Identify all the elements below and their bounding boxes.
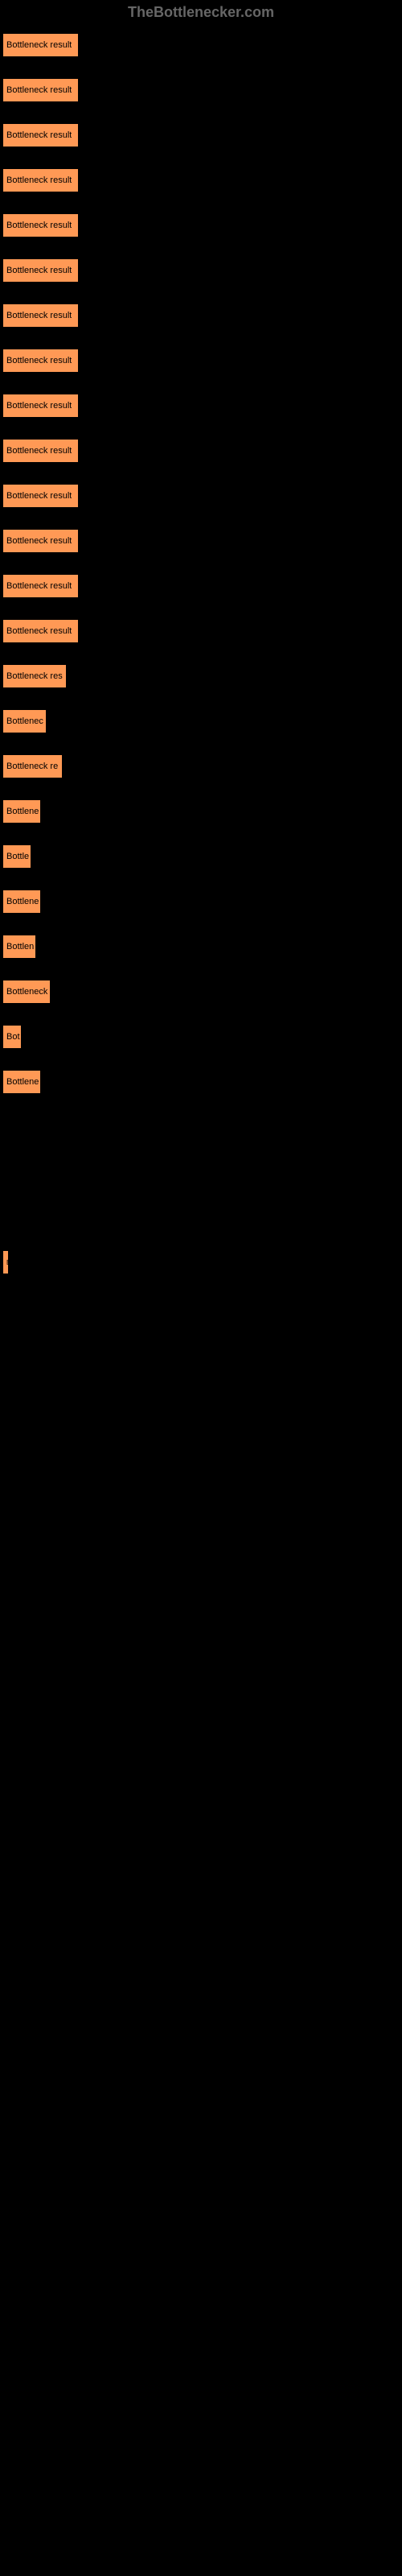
bar-row: Bottleneck result: [0, 258, 402, 283]
bar-label: Bottleneck result: [6, 356, 72, 365]
bar: B: [2, 1250, 9, 1274]
bar: Bottleneck result: [2, 619, 79, 643]
bar-row: Bottle: [0, 844, 402, 869]
bar-label: Bottleneck result: [6, 175, 72, 185]
bar-row: Bottleneck result: [0, 303, 402, 328]
bar-row: Bottlen: [0, 935, 402, 959]
bar: Bottleneck result: [2, 394, 79, 418]
bar-row: Bottlene: [0, 1070, 402, 1094]
bar-row: Bottleneck result: [0, 213, 402, 237]
bar: Bottleneck res: [2, 664, 67, 688]
bar: Bottleneck result: [2, 529, 79, 553]
bar: Bottlenec: [2, 709, 47, 733]
bar-label: Bottlen: [6, 942, 34, 952]
bar-label: Bottleneck result: [6, 85, 72, 95]
bar-label: Bottleneck result: [6, 40, 72, 50]
bar: Bottleneck result: [2, 78, 79, 102]
bar-row: Bottleneck: [0, 980, 402, 1004]
bar-row: B: [0, 1250, 402, 1274]
header: TheBottlenecker.com: [0, 0, 402, 25]
bar-row: Bottlene: [0, 799, 402, 824]
bar-row: Bottleneck re: [0, 754, 402, 778]
bar: Bottlen: [2, 935, 36, 959]
bar-row: Bot: [0, 1025, 402, 1049]
bar-label: Bottlenec: [6, 716, 43, 726]
bar-label: Bottleneck result: [6, 491, 72, 501]
bar-row: Bottleneck result: [0, 619, 402, 643]
bar-row: Bottlene: [0, 890, 402, 914]
bar: Bottle: [2, 844, 31, 869]
bar-label: B: [6, 1259, 10, 1266]
bar: Bot: [2, 1025, 22, 1049]
bar-row: Bottleneck result: [0, 33, 402, 57]
bar: Bottleneck result: [2, 123, 79, 147]
bar: Bottleneck result: [2, 303, 79, 328]
bar: Bottlene: [2, 890, 41, 914]
bar-label: Bottleneck result: [6, 581, 72, 591]
bar-label: Bottleneck result: [6, 446, 72, 456]
bar-label: Bottlene: [6, 897, 39, 906]
bar-label: Bottleneck result: [6, 311, 72, 320]
bar: Bottleneck re: [2, 754, 63, 778]
header-title: TheBottlenecker.com: [128, 4, 274, 20]
bar: Bottleneck result: [2, 33, 79, 57]
bar-label: Bottleneck result: [6, 536, 72, 546]
bar: Bottlene: [2, 799, 41, 824]
bar: Bottleneck result: [2, 439, 79, 463]
bar-row: Bottleneck result: [0, 529, 402, 553]
bar-label: Bottleneck result: [6, 130, 72, 140]
bar-label: Bottleneck result: [6, 401, 72, 411]
bar-row: Bottleneck result: [0, 78, 402, 102]
bar-label: Bottlene: [6, 1077, 39, 1087]
bar-row: Bottleneck result: [0, 394, 402, 418]
bar-row: Bottleneck result: [0, 439, 402, 463]
bar-row: Bottleneck result: [0, 168, 402, 192]
bar-row: [0, 1115, 402, 1139]
bar-row: Bottleneck result: [0, 123, 402, 147]
bar: Bottleneck result: [2, 213, 79, 237]
bar-row: Bottlenec: [0, 709, 402, 733]
bar-row: Bottleneck result: [0, 574, 402, 598]
bar-row: [0, 1160, 402, 1184]
bar: Bottleneck result: [2, 349, 79, 373]
bar-label: Bottle: [6, 852, 29, 861]
bar-label: Bottleneck res: [6, 671, 63, 681]
bar: Bottlene: [2, 1070, 41, 1094]
bar-label: Bottlene: [6, 807, 39, 816]
bar-label: Bottleneck result: [6, 266, 72, 275]
bar: Bottleneck result: [2, 574, 79, 598]
bar-row: [0, 1205, 402, 1229]
bar: Bottleneck result: [2, 258, 79, 283]
bar: Bottleneck: [2, 980, 51, 1004]
bar-label: Bottleneck result: [6, 221, 72, 230]
bar: Bottleneck result: [2, 484, 79, 508]
bar: Bottleneck result: [2, 168, 79, 192]
bar-row: Bottleneck res: [0, 664, 402, 688]
bar-row: Bottleneck result: [0, 484, 402, 508]
bar-label: Bot: [6, 1032, 20, 1042]
chart-container: Bottleneck result Bottleneck result Bottle…: [0, 25, 402, 1303]
bar-label: Bottleneck re: [6, 762, 58, 771]
bar-label: Bottleneck: [6, 987, 47, 997]
bar-label: Bottleneck result: [6, 626, 72, 636]
bar-row: Bottleneck result: [0, 349, 402, 373]
